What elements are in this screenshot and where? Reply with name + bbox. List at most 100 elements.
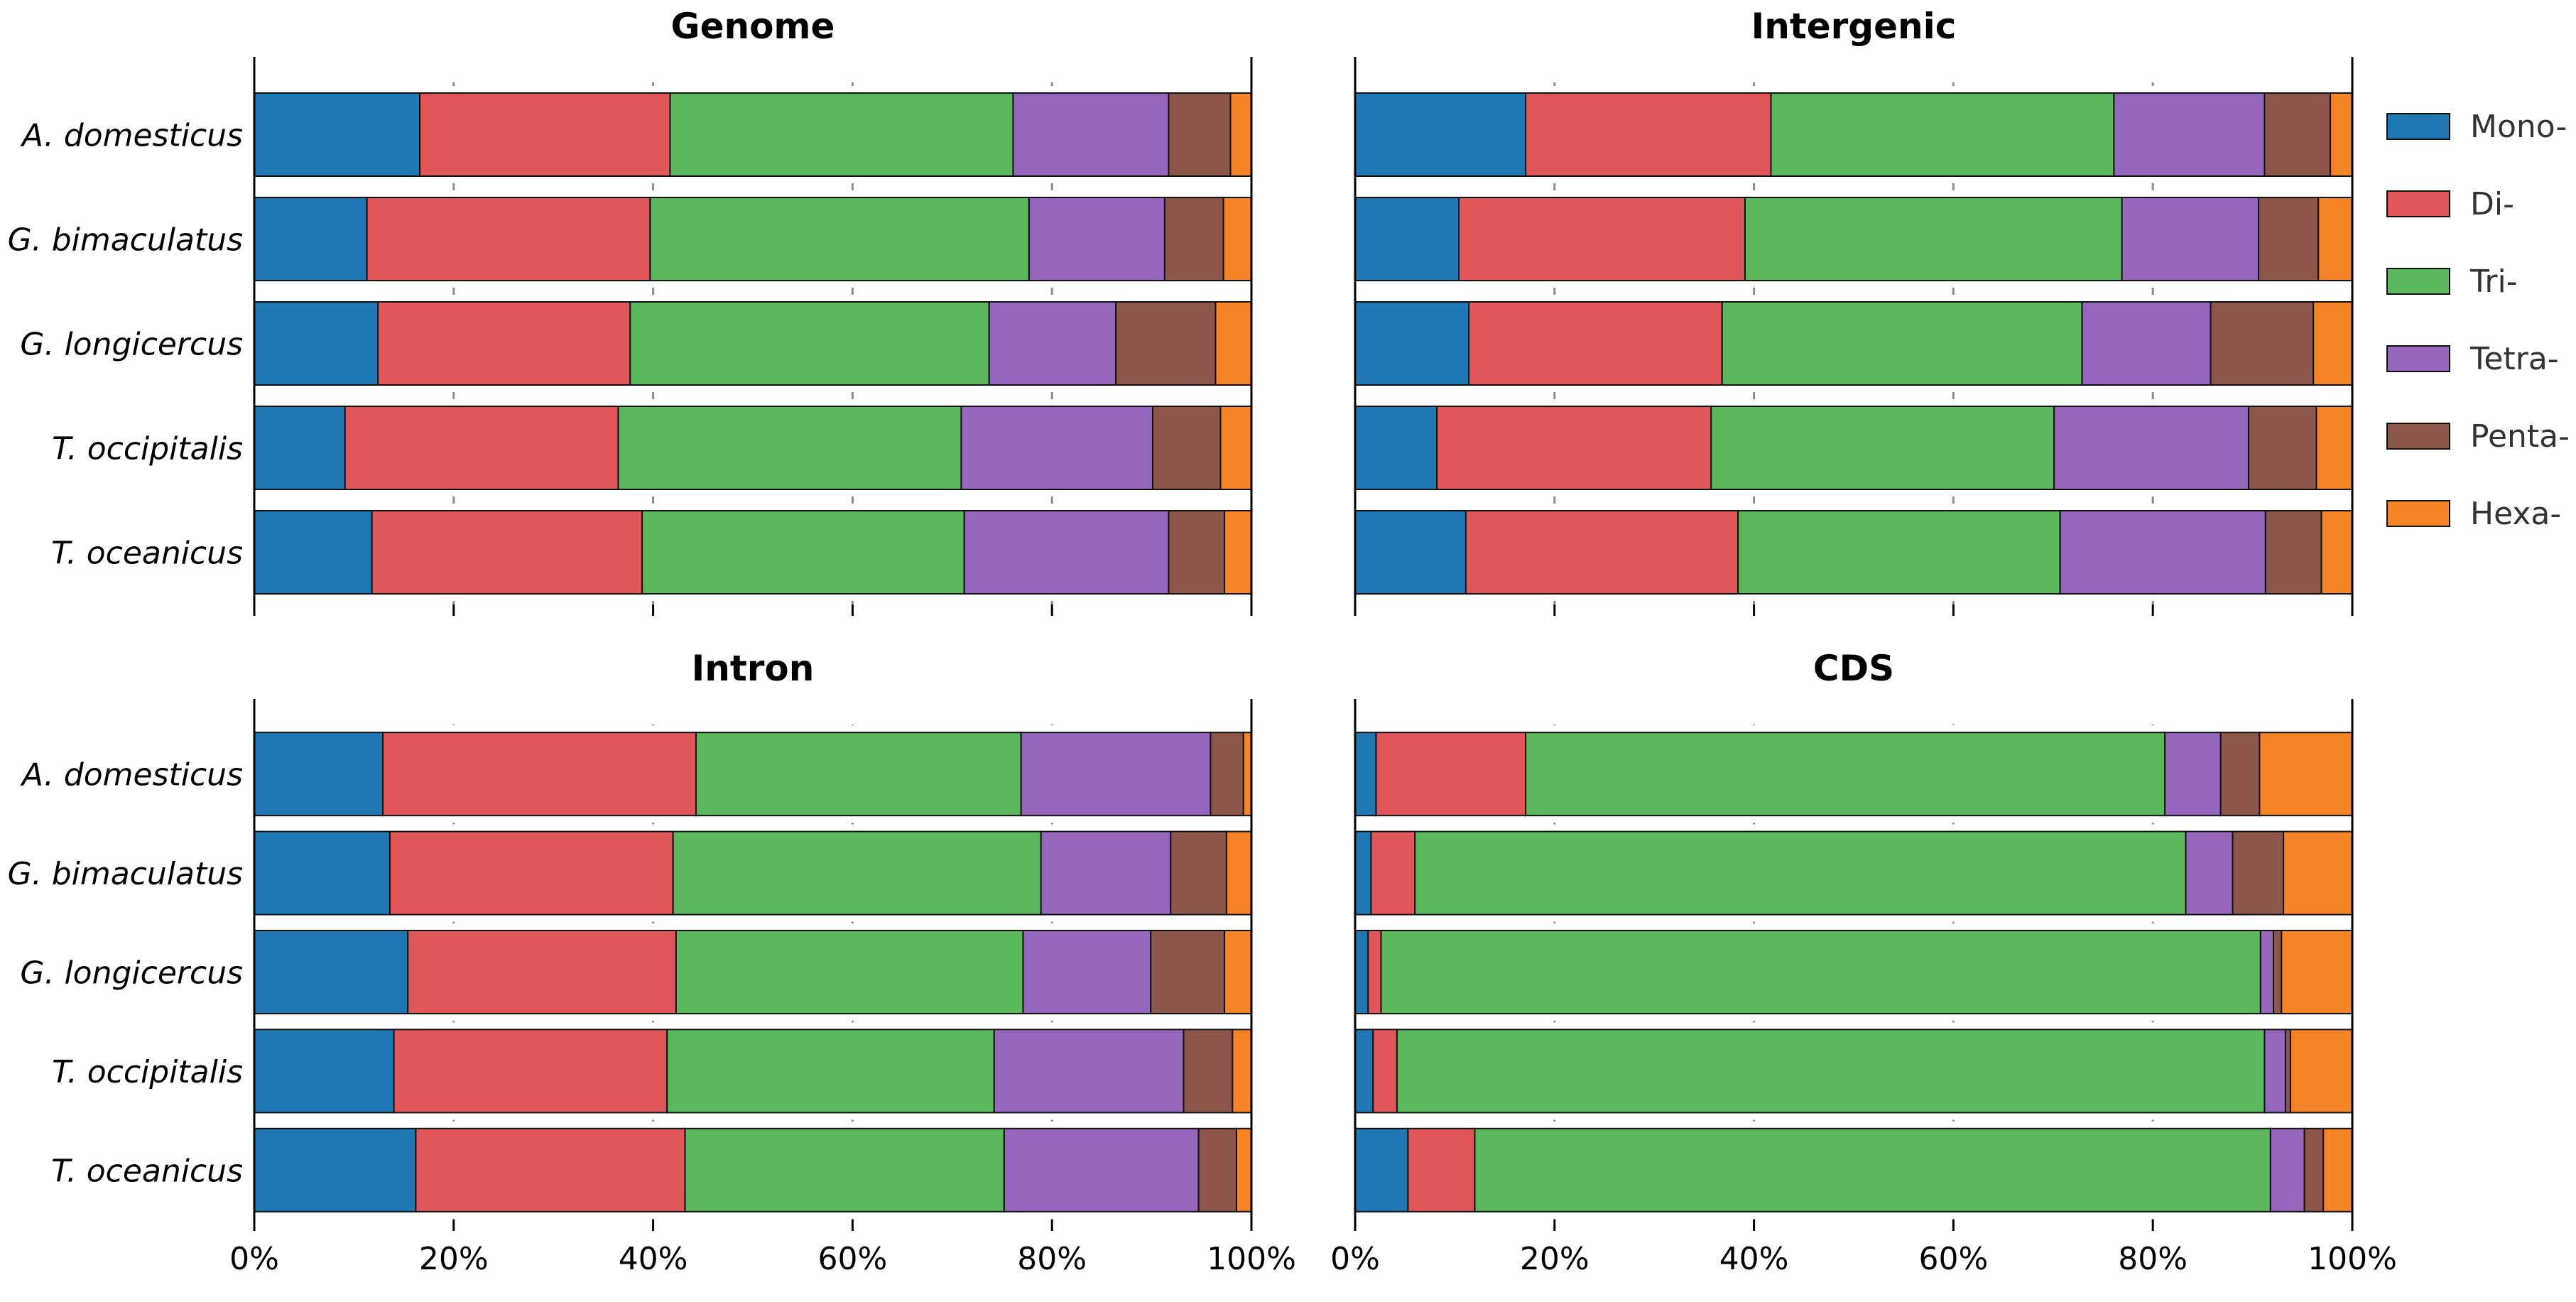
bar-tri-a-domesticus [1525,732,2166,817]
bar-di-g-longicercus [407,930,677,1014]
bar-tri-t-oceanicus [684,1127,1005,1213]
bar-tetra-a-domesticus [1020,732,1212,817]
bar-penta-a-domesticus [1210,732,1244,817]
bar-di-t-occipitalis [344,406,619,490]
bar-mono-a-domesticus [254,92,421,177]
bar-mono-g-longicercus [1354,930,1369,1014]
legend-label-tetra: Tetra- [2469,341,2559,377]
bar-hexa-g-longicercus [2281,930,2353,1014]
bar-tri-a-domesticus [1770,92,2115,177]
legend-label-hexa: Hexa- [2470,496,2561,532]
bar-penta-t-occipitalis [2284,1029,2291,1114]
bar-mono-g-bimaculatus [254,197,368,281]
bar-tetra-g-bimaculatus [1040,830,1172,916]
bar-mono-t-occipitalis [1354,1029,1374,1114]
bar-di-g-bimaculatus [1458,197,1746,281]
legend-swatch-tri [2386,268,2450,295]
category-label: G. bimaculatus [8,222,243,259]
x-tick-label: 40% [1719,1241,1789,1277]
x-tick-label: 100% [1207,1241,1296,1277]
x-tick-label: 20% [419,1241,489,1277]
bar-mono-g-bimaculatus [1354,197,1460,281]
x-tick-label: 60% [818,1241,888,1277]
legend: Mono- Di- Tri- Tetra- Penta- Hexa- [2386,109,2570,532]
bar-hexa-g-longicercus [1224,930,1253,1014]
bar-tri-a-domesticus [669,92,1014,177]
bar-hexa-t-oceanicus [1235,1127,1252,1213]
bar-di-a-domesticus [419,92,671,177]
bar-mono-a-domesticus [1354,92,1527,177]
panel-title-cds: CDS [1813,648,1894,689]
bar-tri-t-oceanicus [1474,1127,2271,1213]
category-label: T. oceanicus [51,1153,243,1189]
bar-penta-g-bimaculatus [1163,197,1224,281]
x-tick-label: 20% [1520,1241,1589,1277]
x-tick-label: 60% [1919,1241,1989,1277]
bar-hexa-a-domesticus [2330,92,2354,177]
bar-di-g-bimaculatus [1370,830,1416,916]
x-tick-label: 80% [2118,1241,2188,1277]
bar-tri-g-bimaculatus [1414,830,2187,916]
bar-mono-g-bimaculatus [1354,830,1372,916]
category-label: G. bimaculatus [8,856,243,892]
x-tick-label: 100% [2308,1241,2397,1277]
bar-penta-t-occipitalis [2247,406,2317,490]
bar-penta-g-longicercus [2273,930,2283,1014]
bar-mono-g-longicercus [254,930,409,1014]
bar-mono-t-occipitalis [1354,406,1438,490]
legend-label-tri: Tri- [2469,264,2518,300]
panel-cds: CDS 0% 20% 40% 60% 80% 100% [1330,648,2397,1277]
bar-hexa-t-oceanicus [2322,1127,2353,1213]
bar-tri-g-longicercus [675,930,1024,1014]
bar-di-a-domesticus [382,732,697,817]
bar-tetra-t-occipitalis [993,1029,1185,1114]
bar-hexa-g-longicercus [1214,301,1253,386]
panel-title-genome: Genome [671,6,835,47]
legend-label-di: Di- [2470,186,2514,222]
bar-di-t-oceanicus [1407,1127,1476,1213]
bar-penta-g-longicercus [2210,301,2315,386]
bar-di-a-domesticus [1375,732,1527,817]
bar-penta-g-bimaculatus [2258,197,2320,281]
bar-penta-g-bimaculatus [2232,830,2285,916]
bar-tetra-t-oceanicus [1003,1127,1200,1213]
category-label: T. occipitalis [52,1054,243,1090]
legend-swatch-mono [2386,113,2450,140]
category-label: A. domesticus [20,118,243,154]
bar-tetra-a-domesticus [2113,92,2266,177]
panel-intron: Intron 0% 20% 40% 60% 80% 100% A. domesticus G. … [8,648,1296,1277]
bar-hexa-t-oceanicus [2320,510,2354,595]
bar-tri-t-occipitalis [1710,406,2055,490]
category-label: G. longicercus [20,955,243,992]
bar-tetra-g-longicercus [1022,930,1152,1014]
bar-di-g-bimaculatus [388,830,674,916]
bar-tetra-t-oceanicus [2059,510,2266,595]
bar-hexa-g-bimaculatus [1225,830,1253,916]
category-label: A. domesticus [20,757,243,793]
panel-genome: Genome A. domesticus G. bimaculatus G. long… [8,6,1253,616]
legend-swatch-tetra [2386,345,2450,372]
bar-mono-a-domesticus [1354,732,1377,817]
bar-hexa-t-oceanicus [1224,510,1253,595]
bar-mono-a-domesticus [254,732,384,817]
bar-di-t-occipitalis [1372,1029,1398,1114]
bar-di-t-oceanicus [415,1127,686,1213]
bar-di-a-domesticus [1525,92,1772,177]
bar-di-g-longicercus [377,301,631,386]
bar-tetra-a-domesticus [1012,92,1170,177]
bar-mono-t-oceanicus [254,510,373,595]
panel-title-intron: Intron [692,648,815,689]
category-label: T. occipitalis [52,431,243,467]
bar-penta-t-oceanicus [2303,1127,2325,1213]
bar-mono-g-longicercus [254,301,379,386]
bar-tetra-g-bimaculatus [2185,830,2234,916]
bar-hexa-g-bimaculatus [2283,830,2354,916]
bar-mono-t-occipitalis [254,1029,395,1114]
bar-di-g-longicercus [1468,301,1723,386]
bar-tri-g-bimaculatus [1744,197,2123,281]
bar-tri-g-longicercus [1380,930,2261,1014]
bar-hexa-t-occipitalis [1232,1029,1252,1114]
bar-tri-a-domesticus [695,732,1022,817]
bar-tri-g-longicercus [1721,301,2083,386]
